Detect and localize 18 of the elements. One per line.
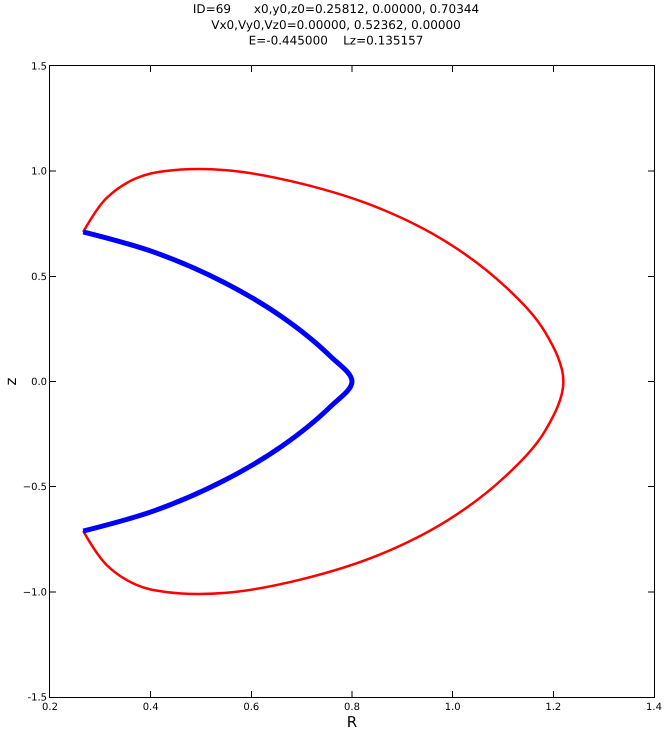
x-tick-label: 1.0 <box>444 702 461 713</box>
x-tick-label: 0.2 <box>42 702 58 713</box>
x-axis-title: R <box>346 713 358 731</box>
x-tick-label: 0.6 <box>243 702 260 713</box>
x-tick-label: 0.8 <box>344 702 360 713</box>
line-series <box>82 168 565 596</box>
y-axis-title: z <box>2 377 20 386</box>
y-tick-label: −0.5 <box>22 482 47 494</box>
x-tick-label: 1.2 <box>545 702 562 713</box>
x-tick-label: 1.4 <box>646 702 662 713</box>
y-tick-label: 0.0 <box>31 377 47 388</box>
y-tick-label: 1.5 <box>31 62 47 72</box>
y-tick-label: 1.0 <box>31 166 47 178</box>
chart-title: ID=69 x0,y0,z0=0.25812, 0.00000, 0.70344 Vx0,Vy0,Vz0=0.00000, 0.52362, 0.00000 E=-0.445000 Lz=0.135157 <box>192 2 480 48</box>
y-tick-label: -1.5 <box>27 692 47 704</box>
x-tick-label: 0.4 <box>142 702 159 713</box>
y-tick-label: 0.5 <box>31 272 47 283</box>
y-tick-label: −1.0 <box>22 587 47 598</box>
